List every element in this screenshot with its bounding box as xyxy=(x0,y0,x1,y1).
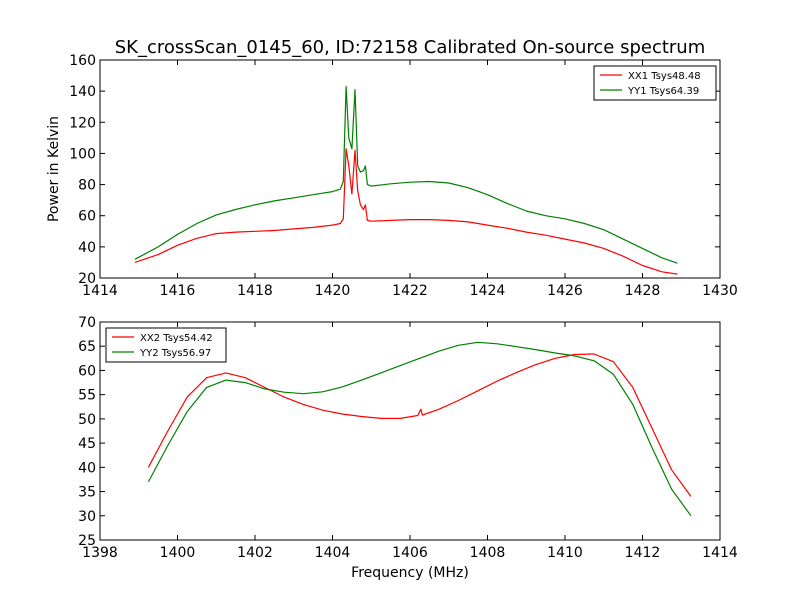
y-tick-label: 50 xyxy=(78,412,96,428)
x-tick-label: 1422 xyxy=(392,283,428,299)
y-tick-label: 40 xyxy=(78,240,96,256)
x-tick-label: 1408 xyxy=(470,545,506,561)
y-tick-label: 60 xyxy=(78,363,96,379)
figure-title: SK_crossScan_0145_60, ID:72158 Calibrate… xyxy=(115,37,706,58)
y-tick-label: 25 xyxy=(78,533,96,549)
legend-box xyxy=(105,327,227,363)
x-tick-label: 1412 xyxy=(625,545,661,561)
y-tick-label: 60 xyxy=(78,209,96,225)
x-tick-label: 1430 xyxy=(702,283,738,299)
x-tick-label: 1400 xyxy=(160,545,196,561)
y-tick-label: 40 xyxy=(78,460,96,476)
y-tick-label: 45 xyxy=(78,436,96,452)
y-tick-label: 30 xyxy=(78,509,96,525)
y-tick-label: 160 xyxy=(69,53,96,69)
x-tick-label: 1414 xyxy=(82,283,118,299)
top-spectrum-panel: Power in Kelvin 1414 1416 1418 1420 1422 1424… xyxy=(46,53,738,299)
legend-box xyxy=(593,65,717,101)
series-line-yy2 xyxy=(147,341,692,517)
top-y-axis-label: Power in Kelvin xyxy=(46,116,62,222)
bottom-x-axis-label: Frequency (MHz) xyxy=(351,565,469,581)
x-tick-label: 1426 xyxy=(547,283,583,299)
y-tick-label: 140 xyxy=(69,84,96,100)
y-tick-label: 120 xyxy=(69,115,96,131)
bottom-spectrum-panel: Frequency (MHz) 1398 1400 1402 1404 1406 1408… xyxy=(78,315,738,581)
x-tick-label: 1402 xyxy=(237,545,273,561)
legend: XX2 Tsys54.42 YY2 Tsys56.97 xyxy=(105,327,227,363)
legend: XX1 Tsys48.48 YY1 Tsys64.39 xyxy=(593,65,717,101)
y-tick-label: 20 xyxy=(78,271,96,287)
legend-label: XX1 Tsys48.48 xyxy=(628,71,701,82)
series-line-yy1 xyxy=(134,85,678,264)
y-tick-label: 100 xyxy=(69,146,96,162)
y-tick-label: 80 xyxy=(78,178,96,194)
top-plot-area: 1414 1416 1418 1420 1422 1424 1426 1428 1430 20 40… xyxy=(69,53,738,299)
y-tick-label: 35 xyxy=(78,485,96,501)
x-tick-label: 1420 xyxy=(315,283,351,299)
legend-label: YY2 Tsys56.97 xyxy=(139,348,211,359)
series-line-xx1 xyxy=(134,148,678,275)
x-tick-label: 1428 xyxy=(625,283,661,299)
series-line-xx2 xyxy=(147,353,692,497)
x-tick-label: 1418 xyxy=(237,283,273,299)
x-tick-label: 1416 xyxy=(160,283,196,299)
x-tick-label: 1406 xyxy=(392,545,428,561)
legend-label: YY1 Tsys64.39 xyxy=(627,86,699,97)
x-tick-label: 1398 xyxy=(82,545,118,561)
x-tick-label: 1414 xyxy=(702,545,738,561)
bottom-plot-area: 1398 1400 1402 1404 1406 1408 1410 1412 1414 25 30… xyxy=(78,315,738,561)
y-tick-label: 65 xyxy=(78,339,96,355)
y-tick-label: 55 xyxy=(78,388,96,404)
x-tick-label: 1404 xyxy=(315,545,351,561)
x-tick-label: 1424 xyxy=(470,283,506,299)
y-tick-label: 70 xyxy=(78,315,96,331)
x-tick-label: 1410 xyxy=(547,545,583,561)
legend-label: XX2 Tsys54.42 xyxy=(140,333,213,344)
